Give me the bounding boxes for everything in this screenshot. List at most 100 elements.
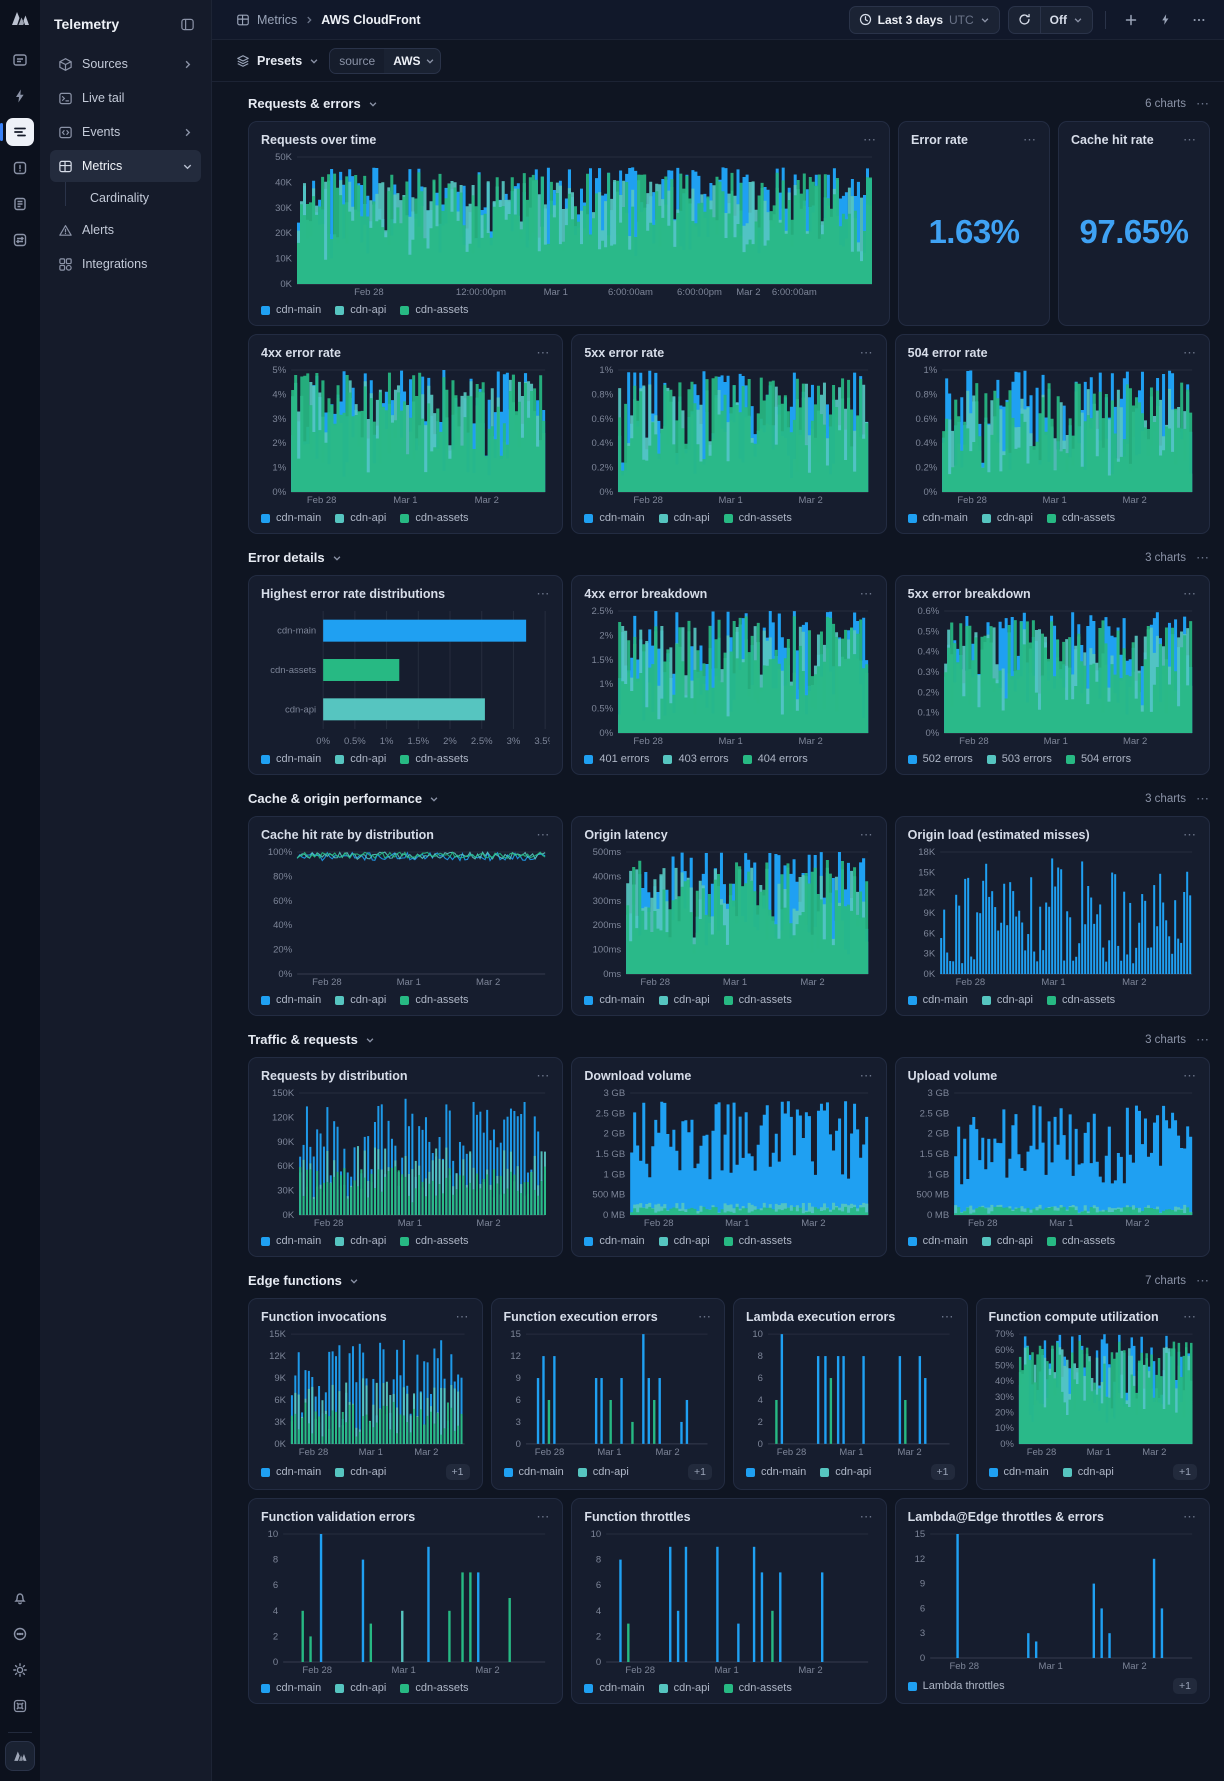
legend-item[interactable]: cdn-main — [907, 512, 968, 524]
legend-item[interactable]: cdn-api — [658, 1682, 710, 1694]
legend-item[interactable]: cdn-assets — [723, 512, 792, 524]
legend-item[interactable]: cdn-api — [335, 753, 386, 765]
legend-item[interactable]: cdn-main — [584, 994, 645, 1006]
legend-item[interactable]: cdn-api — [335, 512, 386, 524]
chart-canvas[interactable]: 15 12 9 6 3 0 Feb 28 Mar 1 Mar 2 — [908, 1528, 1197, 1671]
shortcuts-icon[interactable] — [6, 1692, 34, 1720]
section-title[interactable]: Cache & origin performance — [248, 791, 439, 806]
legend-item[interactable]: cdn-main — [746, 1466, 806, 1478]
legend-item[interactable]: cdn-assets — [400, 512, 469, 524]
breadcrumb-metrics-link[interactable]: Metrics — [257, 12, 298, 27]
chart-canvas[interactable]: 5% 4% 3% 2% 1% 0% Feb 28 Mar 1 Mar 2 — [261, 364, 550, 505]
card-menu-button[interactable]: ⋯ — [863, 132, 877, 147]
card-menu-button[interactable]: ⋯ — [455, 1309, 470, 1324]
chart-canvas[interactable]: 2.5% 2% 1.5% 1% 0.5% 0% Feb 28 Mar 1 Mar 2 — [584, 605, 873, 746]
sidebar-item-cardinality[interactable]: Cardinality — [90, 191, 150, 205]
legend-overflow-badge[interactable]: +1 — [1173, 1464, 1197, 1480]
messages-icon[interactable] — [6, 46, 34, 74]
card-menu-button[interactable]: ⋯ — [1183, 586, 1197, 601]
card-menu-button[interactable]: ⋯ — [859, 1509, 874, 1524]
sidebar-item-metrics[interactable]: Metrics — [50, 150, 201, 182]
legend-item[interactable]: cdn-main — [503, 1466, 564, 1478]
chart-canvas[interactable]: 0% 0.5% 1% 1.5% 2% 2.5% 3% 3.5% cdn-main cdn-asse… — [261, 605, 550, 746]
org-avatar[interactable] — [5, 1741, 35, 1771]
chart-canvas[interactable]: 18K 15K 12K 9K 6K 3K 0K Feb 28 Mar 1 Mar 2 — [908, 846, 1197, 987]
legend-item[interactable]: cdn-api — [335, 994, 386, 1006]
card-menu-button[interactable]: ⋯ — [859, 345, 874, 360]
legend-item[interactable]: cdn-assets — [723, 1682, 792, 1694]
legend-item[interactable]: cdn-assets — [723, 1235, 792, 1247]
card-menu-button[interactable]: ⋯ — [1183, 1509, 1197, 1524]
legend-item[interactable]: cdn-main — [261, 1466, 321, 1478]
legend-item[interactable]: cdn-api — [981, 512, 1033, 524]
legend-item[interactable]: cdn-assets — [400, 304, 469, 316]
section-title[interactable]: Edge functions — [248, 1273, 359, 1288]
lightning-icon[interactable] — [6, 82, 34, 110]
theme-icon[interactable] — [6, 1656, 34, 1684]
filter-chip-source[interactable]: source AWS — [329, 47, 441, 74]
legend-item[interactable]: cdn-assets — [400, 753, 469, 765]
section-menu-button[interactable]: ⋯ — [1196, 1032, 1210, 1047]
legend-item[interactable]: cdn-api — [820, 1466, 871, 1478]
legend-item[interactable]: cdn-api — [981, 1235, 1033, 1247]
sidebar-item-sources[interactable]: Sources — [50, 48, 201, 80]
legend-item[interactable]: 502 errors — [907, 753, 973, 765]
card-menu-button[interactable]: ⋯ — [536, 827, 551, 842]
card-menu-button[interactable]: ⋯ — [859, 586, 874, 601]
legend-item[interactable]: cdn-assets — [1046, 994, 1115, 1006]
refresh-button[interactable] — [1009, 7, 1040, 33]
legend-item[interactable]: cdn-main — [988, 1466, 1049, 1478]
chart-canvas[interactable]: 15K 12K 9K 6K 3K 0K Feb 28 Mar 1 Mar 2 — [261, 1328, 470, 1457]
legend-item[interactable]: cdn-assets — [1046, 1235, 1115, 1247]
legend-item[interactable]: cdn-api — [658, 994, 710, 1006]
card-menu-button[interactable]: ⋯ — [859, 827, 874, 842]
feedback-icon[interactable] — [6, 1620, 34, 1648]
legend-item[interactable]: cdn-assets — [400, 1682, 469, 1694]
legend-item[interactable]: 401 errors — [584, 753, 649, 765]
card-menu-button[interactable]: ⋯ — [1183, 1309, 1197, 1324]
section-menu-button[interactable]: ⋯ — [1196, 96, 1210, 111]
section-title[interactable]: Requests & errors — [248, 96, 378, 111]
legend-item[interactable]: 403 errors — [663, 753, 729, 765]
chart-canvas[interactable]: 10 8 6 4 2 0 Feb 28 Mar 1 Mar 2 — [746, 1328, 955, 1457]
section-menu-button[interactable]: ⋯ — [1196, 550, 1210, 565]
card-menu-button[interactable]: ⋯ — [1023, 132, 1037, 147]
legend-item[interactable]: cdn-api — [335, 304, 386, 316]
legend-item[interactable]: cdn-assets — [723, 994, 792, 1006]
legend-item[interactable]: cdn-api — [658, 1235, 710, 1247]
legend-item[interactable]: cdn-api — [1062, 1466, 1114, 1478]
sidebar-item-events[interactable]: Events — [50, 116, 201, 148]
legend-item[interactable]: cdn-main — [261, 994, 321, 1006]
logbook-icon[interactable] — [6, 190, 34, 218]
sidebar-item-live-tail[interactable]: Live tail — [50, 82, 201, 114]
legend-item[interactable]: cdn-assets — [400, 1235, 469, 1247]
legend-overflow-badge[interactable]: +1 — [930, 1464, 955, 1480]
legend-item[interactable]: cdn-assets — [400, 994, 469, 1006]
card-menu-button[interactable]: ⋯ — [1183, 345, 1197, 360]
legend-item[interactable]: cdn-main — [584, 1682, 645, 1694]
legend-item[interactable]: cdn-main — [261, 1682, 321, 1694]
legend-item[interactable]: cdn-main — [261, 512, 321, 524]
legend-item[interactable]: cdn-main — [261, 1235, 321, 1247]
card-menu-button[interactable]: ⋯ — [859, 1068, 874, 1083]
legend-item[interactable]: cdn-api — [658, 512, 710, 524]
chart-canvas[interactable]: 10 8 6 4 2 0 Feb 28 Mar 1 Mar 2 — [261, 1528, 550, 1675]
sidebar-item-integrations[interactable]: Integrations — [50, 248, 201, 280]
legend-item[interactable]: cdn-api — [335, 1466, 386, 1478]
stream-icon[interactable] — [0, 118, 34, 146]
chart-canvas[interactable]: 150K 120K 90K 60K 30K 0K Feb 28 Mar 1 Mar 2 — [261, 1087, 550, 1228]
time-range-picker[interactable]: Last 3 days UTC — [848, 5, 1000, 34]
chart-canvas[interactable]: 1% 0.8% 0.6% 0.4% 0.2% 0% Feb 28 Mar 1 Mar 2 — [584, 364, 873, 505]
card-menu-button[interactable]: ⋯ — [536, 1509, 551, 1524]
card-menu-button[interactable]: ⋯ — [536, 586, 551, 601]
legend-item[interactable]: cdn-main — [261, 753, 321, 765]
legend-item[interactable]: cdn-main — [584, 512, 645, 524]
chart-canvas[interactable]: 100% 80% 60% 40% 20% 0% Feb 28 Mar 1 Mar 2 — [261, 846, 550, 987]
legend-item[interactable]: cdn-main — [261, 304, 321, 316]
card-menu-button[interactable]: ⋯ — [1183, 827, 1197, 842]
legend-item[interactable]: cdn-api — [981, 994, 1033, 1006]
sidebar-item-alerts[interactable]: Alerts — [50, 214, 201, 246]
collapse-sidebar-icon[interactable] — [177, 14, 197, 34]
legend-item[interactable]: 503 errors — [986, 753, 1052, 765]
legend-item[interactable]: cdn-main — [907, 1235, 968, 1247]
